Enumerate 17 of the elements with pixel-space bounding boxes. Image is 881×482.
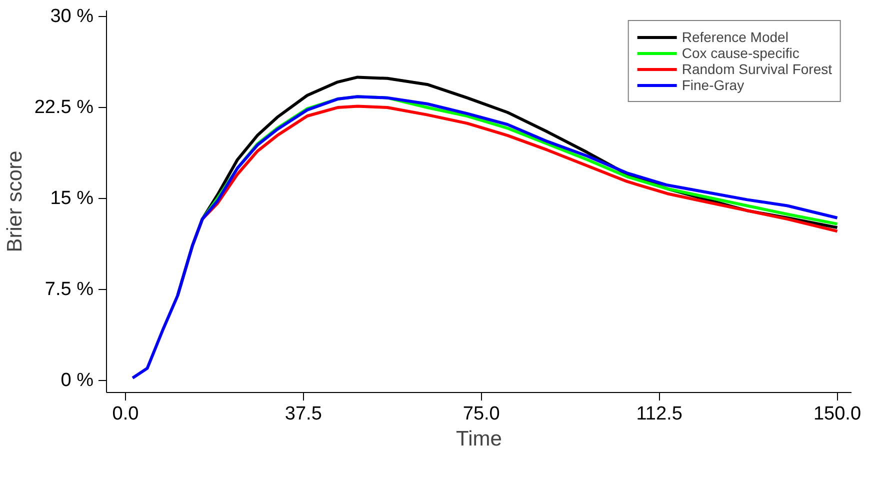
legend-label: Reference Model bbox=[682, 29, 788, 45]
y-tick-label: 15 % bbox=[50, 188, 94, 209]
x-tick-label: 112.5 bbox=[636, 404, 682, 424]
y-axis-title: Brier score bbox=[3, 150, 26, 252]
x-axis-title: Time bbox=[456, 428, 502, 450]
x-tick-label: 150.0 bbox=[813, 404, 862, 424]
x-tick-label: 37.5 bbox=[284, 404, 322, 424]
y-tick-label: 7.5 % bbox=[44, 278, 94, 300]
y-tick-label: 22.5 % bbox=[34, 97, 94, 118]
legend-label: Cox cause-specific bbox=[682, 45, 800, 61]
line-series bbox=[131, 95, 839, 380]
y-tick-label: 0 % bbox=[60, 370, 94, 391]
legend-label: Fine-Gray bbox=[682, 77, 744, 93]
y-tick-label: 30 % bbox=[50, 6, 94, 28]
x-tick-label: 0.0 bbox=[112, 404, 139, 424]
legend-label: Random Survival Forest bbox=[682, 61, 832, 77]
x-tick-label: 75.0 bbox=[462, 404, 500, 424]
